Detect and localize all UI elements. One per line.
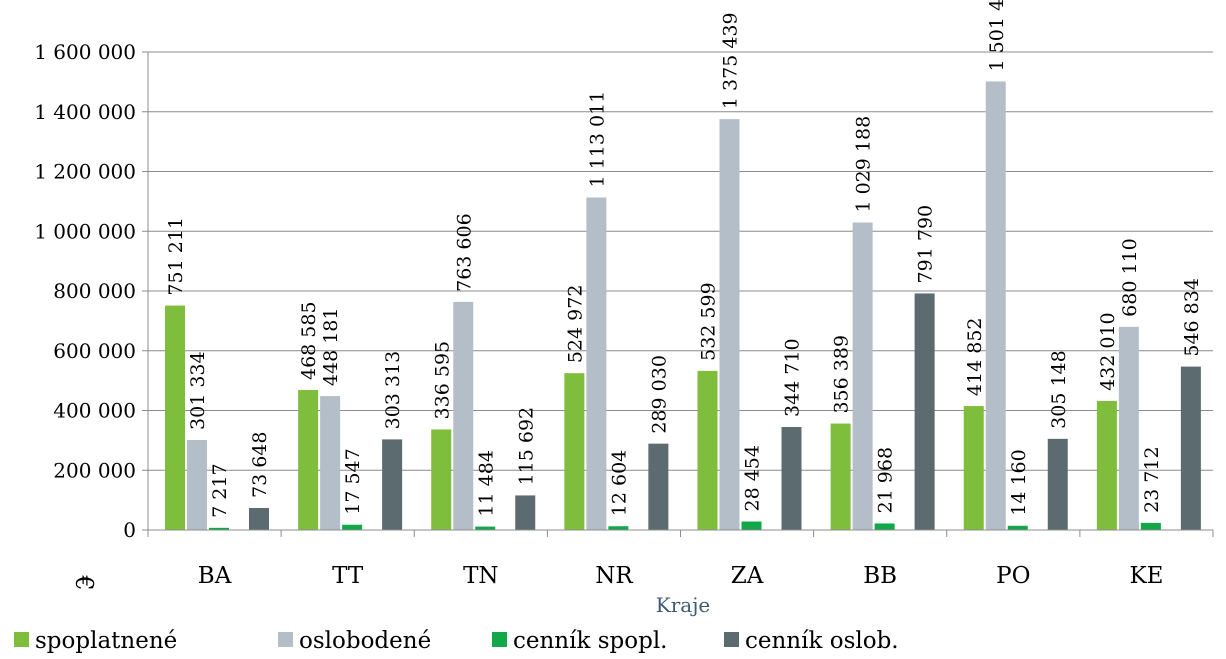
legend-label: cenník oslob.	[745, 628, 899, 654]
bar	[719, 119, 740, 531]
bar	[209, 527, 229, 530]
y-tick-label: 200 000	[53, 458, 136, 482]
bar	[431, 429, 452, 530]
bar	[741, 521, 762, 530]
bar	[697, 370, 718, 530]
y-tick-label: 1 200 000	[34, 160, 136, 184]
data-label: 414 852	[964, 317, 986, 396]
bar	[852, 222, 873, 530]
x-tick-label: PO	[996, 563, 1030, 589]
data-label: 115 692	[515, 407, 537, 486]
data-label: 12 604	[608, 450, 630, 516]
bar	[187, 439, 207, 530]
bar	[453, 301, 474, 530]
data-label: 7 217	[209, 463, 231, 517]
data-label: 289 030	[648, 355, 670, 434]
data-label: 344 710	[782, 338, 804, 417]
data-label: 305 148	[1048, 350, 1070, 429]
y-tick-label: 1 400 000	[34, 100, 136, 124]
bar	[165, 305, 185, 530]
bar	[586, 197, 607, 530]
data-label: 336 595	[431, 341, 453, 420]
x-tick-label: BA	[198, 563, 232, 589]
x-tick-label: NR	[595, 563, 633, 589]
bar	[648, 443, 669, 530]
legend-swatch	[14, 632, 29, 647]
data-label: 303 313	[382, 351, 404, 430]
bar	[1096, 400, 1117, 530]
data-label: 1 113 011	[586, 91, 608, 188]
data-label: 546 834	[1181, 278, 1203, 357]
x-tick-label: ZA	[731, 563, 764, 589]
bar	[515, 495, 536, 530]
data-labels: 751 211 468 585 336 595 524 972 532 599 356 3…	[165, 0, 1203, 518]
data-label: 23 712	[1141, 446, 1163, 512]
data-label: 11 484	[475, 450, 497, 516]
data-label: 763 606	[453, 213, 475, 292]
data-label: 448 181	[320, 308, 342, 387]
bar	[382, 439, 403, 530]
y-unit-label: €	[70, 574, 98, 590]
data-label: 17 547	[342, 448, 364, 514]
data-label: 1 029 188	[853, 116, 875, 213]
data-label: 751 211	[165, 217, 187, 296]
data-label: 28 454	[742, 445, 764, 511]
bar	[914, 293, 935, 530]
bar	[985, 81, 1006, 531]
legend-label: oslobodené	[299, 628, 431, 654]
y-tick-label: 600 000	[53, 339, 136, 363]
data-label: 14 160	[1008, 449, 1030, 515]
data-label: 524 972	[564, 285, 586, 364]
bar	[564, 373, 585, 530]
legend: spoplatnené oslobodené cenník spopl. cenník…	[14, 628, 899, 654]
bar	[1180, 366, 1201, 530]
data-label: 21 968	[875, 447, 897, 513]
x-axis-title: Kraje	[656, 593, 710, 617]
y-tick-label: 800 000	[53, 279, 136, 303]
data-label: 73 648	[249, 432, 271, 498]
bars	[165, 81, 1201, 531]
bar	[874, 523, 895, 530]
bar	[320, 396, 341, 530]
data-label: 1 375 439	[720, 12, 742, 109]
bar	[249, 507, 269, 530]
legend-swatch	[492, 632, 507, 647]
bar	[1140, 522, 1161, 530]
data-label: 432 010	[1097, 312, 1119, 391]
data-label: 680 110	[1119, 238, 1141, 317]
y-tick-label: 400 000	[53, 399, 136, 423]
legend-label: cenník spopl.	[513, 628, 668, 654]
data-label: 356 389	[831, 335, 853, 414]
y-tick-label: 1 000 000	[34, 219, 136, 243]
data-label: 301 334	[187, 351, 209, 430]
axes: 0 200 000 400 000 600 000 800 000 1 000 000 1 …	[34, 40, 1214, 589]
legend-label: spoplatnené	[35, 628, 177, 654]
data-label: 468 585	[298, 301, 320, 380]
y-tick-label: 0	[123, 518, 136, 542]
bar	[342, 524, 363, 530]
bar	[1007, 525, 1028, 530]
bar	[781, 427, 802, 530]
y-tick-label: 1 600 000	[34, 40, 136, 64]
bar	[475, 526, 496, 530]
legend-swatch	[724, 632, 739, 647]
bar	[963, 406, 984, 530]
data-label: 791 790	[915, 205, 937, 284]
x-tick-label: KE	[1129, 563, 1163, 589]
bar	[830, 423, 851, 530]
bar	[608, 526, 629, 530]
bar	[1047, 438, 1068, 530]
bar	[298, 390, 319, 530]
bar	[1118, 326, 1139, 530]
x-tick-label: TT	[332, 563, 364, 589]
data-label: 532 599	[698, 282, 720, 361]
data-label: 1 501 426	[986, 0, 1008, 71]
x-tick-label: BB	[863, 563, 897, 589]
x-tick-label: TN	[463, 563, 498, 589]
legend-swatch	[278, 632, 293, 647]
